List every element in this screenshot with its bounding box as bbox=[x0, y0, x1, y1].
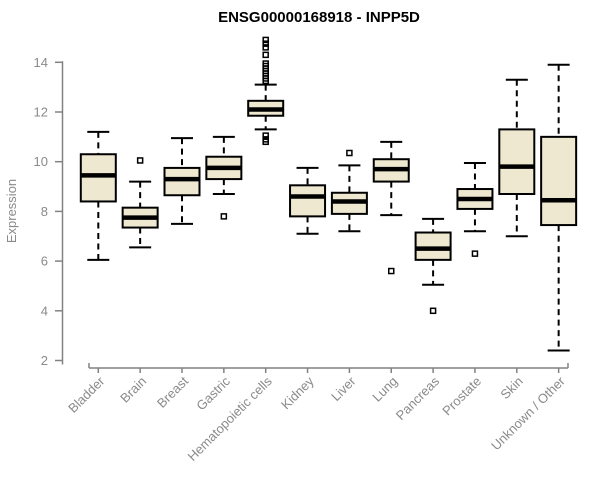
outlier-point-hematopoietic-cells bbox=[262, 44, 269, 51]
box-group-hematopoietic-cells bbox=[247, 36, 285, 146]
chart-title: ENSG00000168918 - INPP5D bbox=[218, 9, 420, 26]
outlier-point-hematopoietic-cells bbox=[262, 138, 269, 146]
iqr-box-breast bbox=[163, 166, 201, 197]
x-tick-label-skin: Skin bbox=[497, 374, 525, 402]
box-group-skin bbox=[498, 78, 536, 238]
box-group-gastric bbox=[205, 135, 243, 220]
box-group-pancreas bbox=[414, 217, 452, 315]
outlier-point-prostate bbox=[471, 250, 479, 257]
x-tick-label-kidney: Kidney bbox=[278, 373, 317, 412]
x-tick-label-liver: Liver bbox=[328, 373, 359, 404]
iqr-box-skin bbox=[498, 128, 536, 196]
x-tick-label-unknown-other: Unknown / Other bbox=[488, 373, 568, 453]
box-group-brain bbox=[121, 157, 159, 249]
x-tick-label-gastric: Gastric bbox=[193, 373, 233, 413]
y-tick-label-14: 14 bbox=[34, 55, 48, 70]
outlier-point-hematopoietic-cells bbox=[262, 40, 269, 47]
iqr-box-kidney bbox=[289, 184, 327, 218]
box-group-unknown-other bbox=[540, 63, 578, 352]
x-tick-label-bladder: Bladder bbox=[65, 373, 108, 416]
outlier-point-brain bbox=[136, 157, 144, 164]
x-tick-label-brain: Brain bbox=[117, 374, 149, 406]
outlier-point-liver bbox=[346, 149, 353, 157]
axes: 2 4 6 8 10 12 14 bbox=[34, 55, 569, 373]
outlier-point-hematopoietic-cells bbox=[262, 36, 269, 44]
box-group-liver bbox=[330, 149, 368, 233]
iqr-box-pancreas bbox=[414, 231, 452, 261]
outlier-point-hematopoietic-cells bbox=[262, 77, 269, 85]
outlier-point-pancreas bbox=[429, 307, 437, 315]
x-tick-label-breast: Breast bbox=[154, 373, 191, 410]
y-tick-label-6: 6 bbox=[41, 254, 48, 269]
y-tick-label-4: 4 bbox=[41, 303, 48, 318]
iqr-box-unknown-other bbox=[540, 135, 578, 227]
y-tick-label-2: 2 bbox=[41, 353, 48, 368]
box-group-breast bbox=[163, 137, 201, 225]
y-tick-label-10: 10 bbox=[34, 154, 48, 169]
box-group-bladder bbox=[79, 130, 117, 261]
box-group-prostate bbox=[456, 161, 494, 257]
boxes bbox=[79, 36, 578, 352]
outlier-point-hematopoietic-cells bbox=[262, 132, 269, 139]
box-group-kidney bbox=[289, 166, 327, 235]
y-tick-label-8: 8 bbox=[41, 204, 48, 219]
outlier-point-hematopoietic-cells bbox=[262, 51, 269, 59]
box-group-lung bbox=[372, 140, 410, 275]
y-axis-label: Expression bbox=[4, 179, 19, 243]
outlier-point-lung bbox=[388, 267, 395, 275]
iqr-box-bladder bbox=[79, 153, 117, 203]
x-tick-label-prostate: Prostate bbox=[439, 374, 484, 419]
outlier-point-gastric bbox=[220, 213, 228, 220]
x-tick-label-lung: Lung bbox=[369, 374, 400, 405]
x-tick-label-pancreas: Pancreas bbox=[393, 373, 443, 423]
y-tick-label-12: 12 bbox=[34, 105, 48, 120]
